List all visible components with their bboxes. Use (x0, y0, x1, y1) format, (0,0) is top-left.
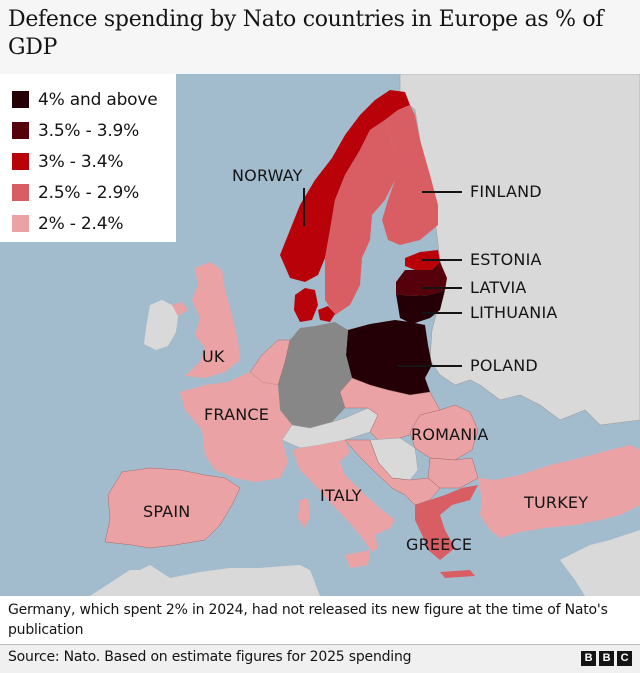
chart-title: Defence spending by Nato countries in Eu… (8, 7, 604, 60)
legend-swatch (12, 184, 29, 201)
country-benelux (249, 339, 291, 386)
country-spain (104, 467, 241, 549)
label-uk: UK (202, 347, 225, 366)
country-germany (278, 322, 352, 428)
footnote: Germany, which spent 2% in 2024, had not… (0, 596, 640, 644)
leader-estonia (422, 259, 462, 261)
legend-swatch (12, 215, 29, 232)
country-italy-sardinia (298, 498, 310, 528)
legend-item-3-3-4: 3% - 3.4% (12, 146, 176, 177)
europe-map (0, 74, 640, 596)
legend-swatch (12, 122, 29, 139)
source-bar: Source: Nato. Based on estimate figures … (0, 644, 640, 673)
map-svg (90, 74, 640, 596)
country-norway (280, 90, 410, 282)
land-north-africa (90, 565, 320, 596)
bbc-logo-block: C (617, 651, 632, 666)
label-turkey: TURKEY (524, 493, 589, 512)
legend-item-2-5-2-9: 2.5% - 2.9% (12, 177, 176, 208)
country-italy-sicily (345, 550, 370, 568)
label-estonia: ESTONIA (470, 250, 542, 269)
legend-label: 3% - 3.4% (38, 151, 124, 172)
legend: 4% and above 3.5% - 3.9% 3% - 3.4% 2.5% … (0, 74, 176, 242)
legend-item-4-plus: 4% and above (12, 84, 176, 115)
legend-label: 2% - 2.4% (38, 213, 124, 234)
country-bulgaria (427, 457, 479, 489)
label-italy: ITALY (320, 486, 362, 505)
label-finland: FINLAND (470, 182, 542, 201)
country-denmark-islands (318, 306, 335, 322)
country-denmark (294, 288, 318, 322)
label-spain: SPAIN (143, 502, 191, 521)
legend-item-2-2-4: 2% - 2.4% (12, 208, 176, 239)
legend-swatch (12, 153, 29, 170)
legend-label: 4% and above (38, 89, 158, 110)
country-balkans-nato (344, 439, 441, 506)
label-poland: POLAND (470, 356, 538, 375)
country-italy (292, 440, 395, 552)
leader-lithuania (422, 312, 462, 314)
country-sweden (325, 120, 395, 315)
leader-poland (398, 365, 462, 367)
leader-norway (303, 188, 305, 226)
country-greece (415, 485, 478, 560)
country-uk-ni (172, 302, 188, 316)
country-poland (346, 320, 432, 395)
country-uk (185, 262, 240, 378)
bbc-logo-block: B (581, 651, 596, 666)
label-france: FRANCE (204, 405, 270, 424)
country-finland (382, 105, 438, 245)
label-latvia: LATVIA (470, 278, 527, 297)
label-romania: ROMANIA (411, 425, 489, 444)
label-greece: GREECE (406, 535, 473, 554)
bbc-logo: B B C (581, 651, 632, 666)
source-text: Source: Nato. Based on estimate figures … (8, 649, 412, 665)
label-norway: NORWAY (232, 166, 303, 185)
land-ireland (144, 300, 178, 350)
legend-swatch (12, 91, 29, 108)
bbc-logo-block: B (599, 651, 614, 666)
country-lithuania (396, 290, 445, 324)
legend-label: 2.5% - 2.9% (38, 182, 140, 203)
country-romania (409, 404, 479, 461)
legend-label: 3.5% - 3.9% (38, 120, 140, 141)
country-france (180, 372, 292, 482)
leader-latvia (422, 287, 462, 289)
legend-item-3-5-3-9: 3.5% - 3.9% (12, 115, 176, 146)
land-middle-east (560, 530, 640, 596)
leader-finland (422, 191, 462, 193)
country-greece-crete (440, 570, 475, 578)
country-turkey (478, 445, 640, 538)
label-lithuania: LITHUANIA (470, 303, 558, 322)
